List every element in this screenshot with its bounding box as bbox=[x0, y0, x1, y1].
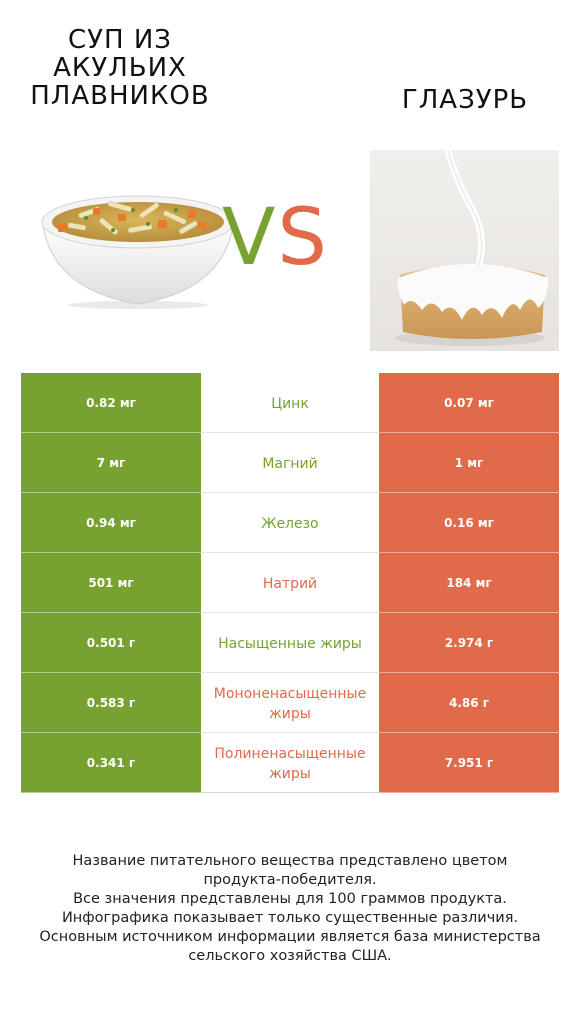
right-value: 4.86 г bbox=[379, 673, 559, 733]
glaze-image bbox=[370, 150, 559, 351]
nutrient-row: 7 мг Магний 1 мг bbox=[21, 433, 559, 493]
right-value: 0.07 мг bbox=[379, 373, 559, 433]
nutrient-row: 0.341 г Полиненасыщенные жиры 7.951 г bbox=[21, 733, 559, 793]
comparison-table: 0.82 мг Цинк 0.07 мг 7 мг Магний 1 мг 0.94 мг Ж… bbox=[21, 373, 559, 793]
vs-label: VS bbox=[222, 188, 352, 288]
nutrient-row: 501 мг Натрий 184 мг bbox=[21, 553, 559, 613]
vs-v-letter: V bbox=[222, 193, 278, 283]
left-value: 0.501 г bbox=[21, 613, 201, 673]
left-value: 0.82 мг bbox=[21, 373, 201, 433]
left-value: 0.94 мг bbox=[21, 493, 201, 553]
vs-s-letter: S bbox=[277, 193, 329, 283]
left-value: 0.341 г bbox=[21, 733, 201, 793]
footnote: Название питательного вещества представл… bbox=[0, 852, 580, 966]
nutrient-row: 0.583 г Мононенасыщенные жиры 4.86 г bbox=[21, 673, 559, 733]
footnote-line: продукта-победителя. bbox=[203, 872, 377, 888]
left-value: 0.583 г bbox=[21, 673, 201, 733]
footnote-line: Основным источником информации является … bbox=[39, 929, 541, 945]
nutrient-row: 0.94 мг Железо 0.16 мг bbox=[21, 493, 559, 553]
nutrient-row: 0.82 мг Цинк 0.07 мг bbox=[21, 373, 559, 433]
left-value: 7 мг bbox=[21, 433, 201, 493]
left-value: 501 мг bbox=[21, 553, 201, 613]
footnote-line: сельского хозяйства США. bbox=[188, 948, 392, 964]
nutrient-name: Магний bbox=[201, 433, 379, 493]
shark-fin-soup-image bbox=[41, 195, 235, 309]
right-value: 0.16 мг bbox=[379, 493, 559, 553]
nutrient-name: Натрий bbox=[201, 553, 379, 613]
nutrient-name: Мононенасыщенные жиры bbox=[201, 673, 379, 733]
right-value: 184 мг bbox=[379, 553, 559, 613]
left-product-title: Суп из акульих плавников bbox=[30, 25, 210, 111]
nutrient-name: Насыщенные жиры bbox=[201, 613, 379, 673]
footnote-line: Название питательного вещества представл… bbox=[72, 853, 508, 869]
nutrient-name: Цинк bbox=[201, 373, 379, 433]
right-product-title: Глазурь bbox=[401, 85, 529, 115]
right-value: 1 мг bbox=[379, 433, 559, 493]
footnote-line: Инфографика показывает только существенн… bbox=[61, 910, 519, 926]
footnote-line: Все значения представлены для 100 граммо… bbox=[73, 891, 507, 907]
right-value: 2.974 г bbox=[379, 613, 559, 673]
nutrient-row: 0.501 г Насыщенные жиры 2.974 г bbox=[21, 613, 559, 673]
nutrient-name: Полиненасыщенные жиры bbox=[201, 733, 379, 793]
nutrient-name: Железо bbox=[201, 493, 379, 553]
right-value: 7.951 г bbox=[379, 733, 559, 793]
